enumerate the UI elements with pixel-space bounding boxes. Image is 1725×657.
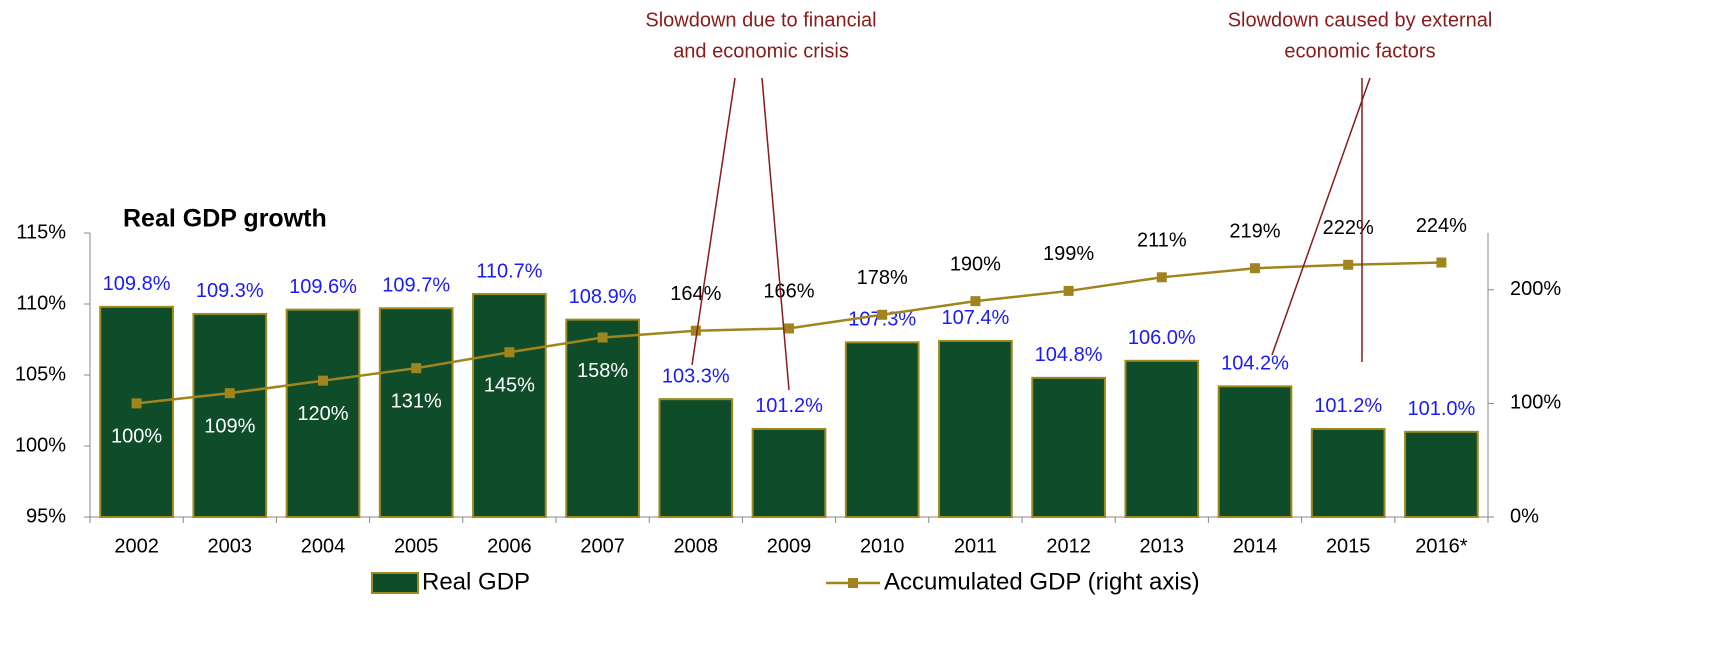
- line-marker: [1436, 257, 1447, 268]
- y2-tick-label: 100%: [1510, 392, 1561, 414]
- x-tick-label: 2008: [674, 535, 719, 557]
- line-marker: [1250, 263, 1260, 274]
- legend-marker: [848, 578, 858, 588]
- line-value-label: 211%: [1137, 230, 1187, 252]
- line-value-label: 190%: [950, 253, 1001, 275]
- bar-value-label: 110.7%: [476, 260, 543, 282]
- line-value-label: 224%: [1416, 215, 1467, 237]
- y2-tick-label: 200%: [1510, 278, 1561, 300]
- line-marker: [504, 347, 515, 358]
- bar: [99, 305, 174, 518]
- bar-value-label: 104.8%: [1035, 344, 1103, 366]
- bar-value-label: 103.3%: [662, 365, 730, 387]
- annotation: Slowdown caused by external: [1228, 9, 1493, 31]
- bar-value-label: 106.0%: [1128, 327, 1196, 349]
- line-value-label: 199%: [1043, 243, 1094, 265]
- bar: [1124, 359, 1200, 518]
- bar: [378, 307, 454, 519]
- bar: [1404, 430, 1479, 518]
- line-marker: [597, 332, 608, 343]
- bar: [472, 293, 547, 518]
- line-value-label: 100%: [111, 426, 162, 448]
- legend-label: Real GDP: [422, 568, 530, 595]
- x-tick-label: 2006: [487, 535, 532, 557]
- line-value-label: 109%: [204, 415, 255, 437]
- bar-value-label: 101.2%: [1314, 395, 1382, 417]
- annotation: and economic crisis: [673, 40, 849, 62]
- line-value-label: 222%: [1323, 217, 1374, 239]
- bar: [844, 341, 920, 518]
- line-marker: [970, 296, 981, 307]
- line-value-label: 166%: [763, 281, 814, 303]
- line-value-label: 178%: [857, 267, 908, 289]
- x-tick-label: 2012: [1046, 535, 1091, 557]
- line-marker: [784, 323, 794, 334]
- bar: [938, 339, 1013, 519]
- annotation: Slowdown due to financial: [645, 9, 876, 31]
- annotation: economic factors: [1284, 40, 1435, 62]
- bar: [1310, 427, 1386, 518]
- bar: [192, 312, 268, 518]
- x-tick-label: 2009: [767, 535, 812, 557]
- bar: [1217, 385, 1293, 518]
- bar-value-label: 109.8%: [103, 273, 171, 295]
- x-tick-label: 2016*: [1415, 535, 1467, 557]
- y-tick-label: 100%: [15, 434, 66, 456]
- bar-value-label: 108.9%: [569, 286, 637, 308]
- line-marker: [877, 309, 888, 320]
- bar-value-label: 109.7%: [382, 275, 450, 297]
- bar-value-label: 101.0%: [1407, 398, 1475, 420]
- line-value-label: 219%: [1229, 220, 1280, 242]
- x-tick-label: 2014: [1233, 535, 1278, 557]
- bar: [751, 427, 827, 518]
- x-tick-label: 2015: [1326, 535, 1371, 557]
- line-marker: [131, 398, 142, 409]
- line-marker: [224, 388, 235, 399]
- y-tick-label: 105%: [15, 363, 66, 385]
- line-marker: [1156, 272, 1167, 283]
- x-tick-label: 2013: [1140, 535, 1185, 557]
- line-value-label: 131%: [391, 390, 442, 412]
- bar: [285, 308, 361, 518]
- bar-value-label: 109.3%: [196, 280, 264, 302]
- line-marker: [690, 325, 701, 336]
- line-marker: [411, 363, 422, 374]
- annotation-leader: [1271, 77, 1371, 356]
- x-tick-label: 2010: [860, 535, 905, 557]
- y-tick-label: 95%: [26, 505, 66, 527]
- x-tick-label: 2005: [394, 535, 439, 557]
- line-value-label: 145%: [484, 375, 535, 397]
- bar-value-label: 109.6%: [289, 276, 357, 298]
- bar: [658, 398, 734, 519]
- annotation-leader: [761, 77, 790, 391]
- x-tick-label: 2002: [114, 535, 159, 557]
- bar-value-label: 107.4%: [941, 307, 1009, 329]
- legend-label: Accumulated GDP (right axis): [884, 568, 1200, 595]
- bar: [1031, 376, 1106, 518]
- line-value-label: 164%: [670, 283, 721, 305]
- x-tick-label: 2004: [301, 535, 346, 557]
- y2-tick-label: 0%: [1510, 505, 1539, 527]
- y-tick-label: 110%: [16, 292, 66, 314]
- bar-value-label: 101.2%: [755, 395, 823, 417]
- line-value-label: 120%: [297, 403, 348, 425]
- bar-value-label: 104.2%: [1221, 353, 1289, 375]
- legend-swatch: [371, 572, 419, 594]
- chart-title: Real GDP growth: [123, 205, 327, 233]
- y-tick-label: 115%: [16, 221, 66, 243]
- x-tick-label: 2007: [580, 535, 625, 557]
- line-marker: [1063, 285, 1074, 296]
- annotation-leader: [691, 77, 736, 366]
- line-marker: [1343, 259, 1354, 270]
- bar: [565, 318, 640, 518]
- x-tick-label: 2003: [208, 535, 253, 557]
- line-value-label: 158%: [577, 360, 628, 382]
- x-tick-label: 2011: [954, 535, 997, 557]
- line-marker: [318, 375, 328, 386]
